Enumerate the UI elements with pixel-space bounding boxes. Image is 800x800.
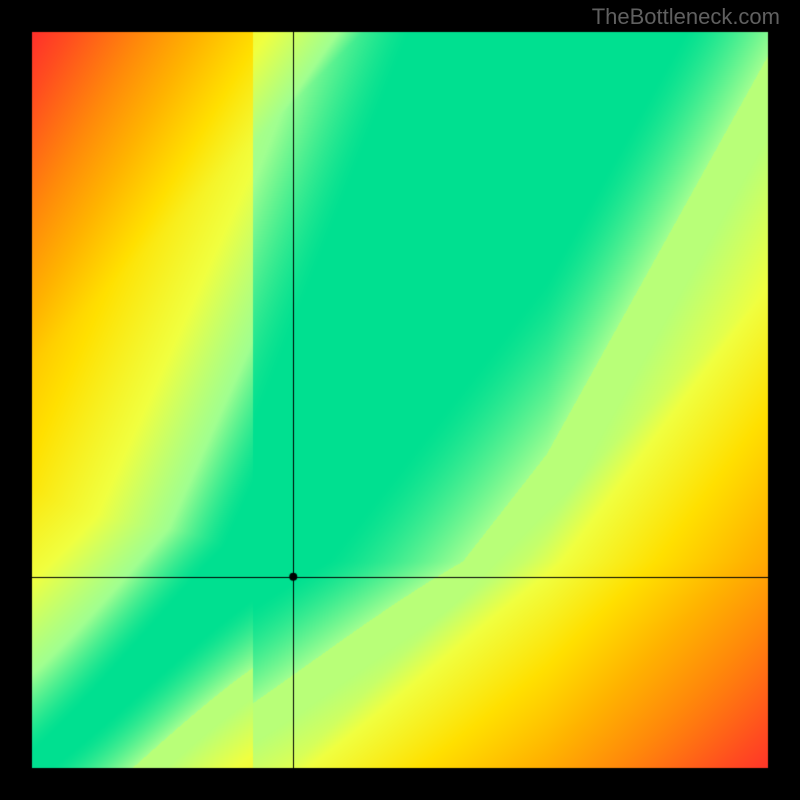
watermark-text: TheBottleneck.com	[592, 4, 780, 30]
chart-container: TheBottleneck.com	[0, 0, 800, 800]
bottleneck-heatmap	[0, 0, 800, 800]
